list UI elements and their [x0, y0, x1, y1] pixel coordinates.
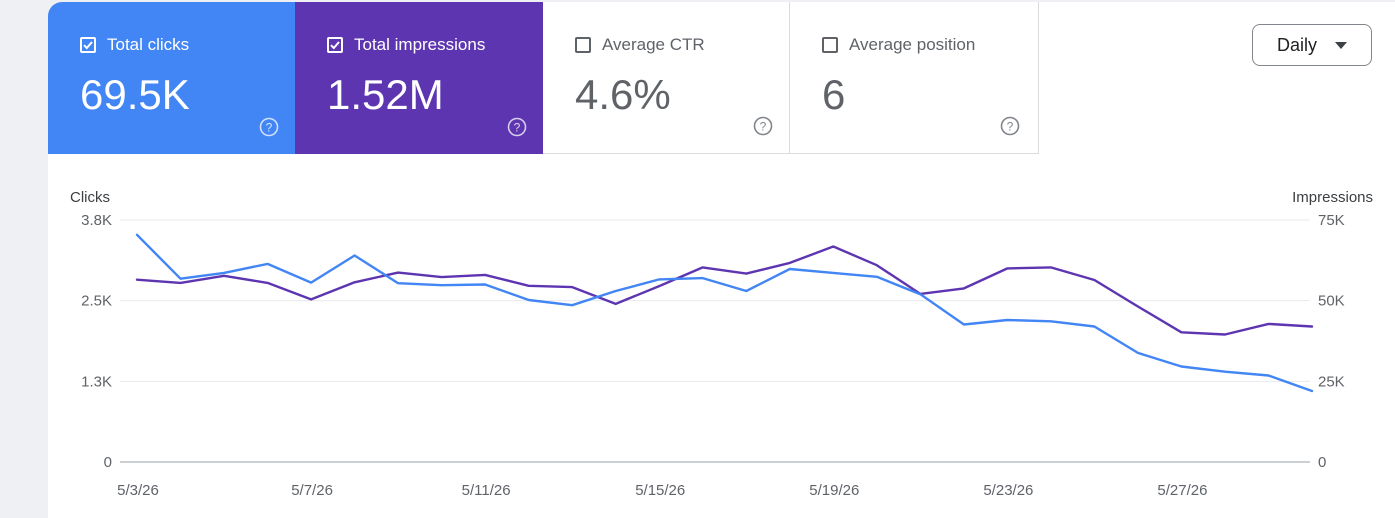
metric-label: Average CTR: [602, 35, 705, 54]
metric-value: 6: [822, 71, 846, 118]
svg-text:?: ?: [760, 120, 767, 134]
metric-label: Average position: [849, 35, 976, 54]
checkbox-unchecked-icon[interactable]: [822, 37, 838, 53]
x-tick-label: 5/19/26: [809, 482, 859, 499]
x-tick-label: 5/3/26: [117, 482, 159, 499]
metric-value: 69.5K: [80, 71, 190, 118]
svg-text:?: ?: [266, 121, 273, 135]
svg-text:?: ?: [514, 121, 521, 135]
help-icon[interactable]: ?: [507, 117, 527, 137]
metric-header: Total impressions: [327, 35, 485, 55]
left-tick-label: 1.3K: [81, 373, 112, 390]
x-tick-label: 5/7/26: [291, 482, 333, 499]
left-tick-label: 2.5K: [81, 293, 112, 310]
checkbox-unchecked-icon[interactable]: [575, 37, 591, 53]
help-icon[interactable]: ?: [1000, 116, 1020, 136]
metric-card-total-clicks[interactable]: Total clicks 69.5K ?: [48, 2, 295, 154]
series-line-total-impressions: [135, 245, 1314, 336]
left-tick-label: 0: [104, 454, 112, 471]
performance-panel: Total clicks 69.5K ? Total impressions 1…: [48, 2, 1395, 518]
metric-card-total-impressions[interactable]: Total impressions 1.52M ?: [295, 2, 543, 154]
help-icon[interactable]: ?: [259, 117, 279, 137]
metric-header: Average CTR: [575, 35, 705, 55]
right-axis-title: Impressions: [1292, 189, 1373, 206]
granularity-dropdown[interactable]: Daily: [1252, 24, 1372, 66]
series-line-total-clicks: [135, 233, 1314, 393]
metric-cards: Total clicks 69.5K ? Total impressions 1…: [48, 2, 1039, 154]
svg-text:?: ?: [1007, 120, 1014, 134]
metric-label: Total impressions: [354, 35, 486, 54]
caret-down-icon: [1335, 41, 1347, 49]
x-tick-label: 5/23/26: [983, 482, 1033, 499]
x-tick-label: 5/11/26: [462, 482, 511, 499]
x-tick-label: 5/27/26: [1157, 482, 1207, 499]
right-tick-label: 50K: [1318, 293, 1345, 310]
metric-card-average-ctr[interactable]: Average CTR 4.6% ?: [543, 2, 790, 154]
right-tick-label: 0: [1318, 454, 1326, 471]
right-tick-label: 75K: [1318, 212, 1345, 229]
metric-label: Total clicks: [107, 35, 190, 54]
left-axis-title: Clicks: [70, 189, 110, 206]
left-tick-label: 3.8K: [81, 212, 112, 229]
metric-header: Average position: [822, 35, 975, 55]
metric-value: 4.6%: [575, 71, 671, 118]
metric-header: Total clicks: [80, 35, 189, 55]
x-tick-label: 5/15/26: [635, 482, 685, 499]
checkbox-checked-icon[interactable]: [80, 37, 96, 53]
right-tick-label: 25K: [1318, 373, 1345, 390]
metric-value: 1.52M: [327, 71, 444, 118]
checkbox-checked-icon[interactable]: [327, 37, 343, 53]
metric-card-average-position[interactable]: Average position 6 ?: [790, 2, 1039, 154]
help-icon[interactable]: ?: [753, 116, 773, 136]
granularity-selected: Daily: [1276, 34, 1317, 55]
performance-chart: Clicks Impressions 0 1.3K 2.5K 3.8K 0 25K 50K 75K…: [70, 189, 1373, 499]
